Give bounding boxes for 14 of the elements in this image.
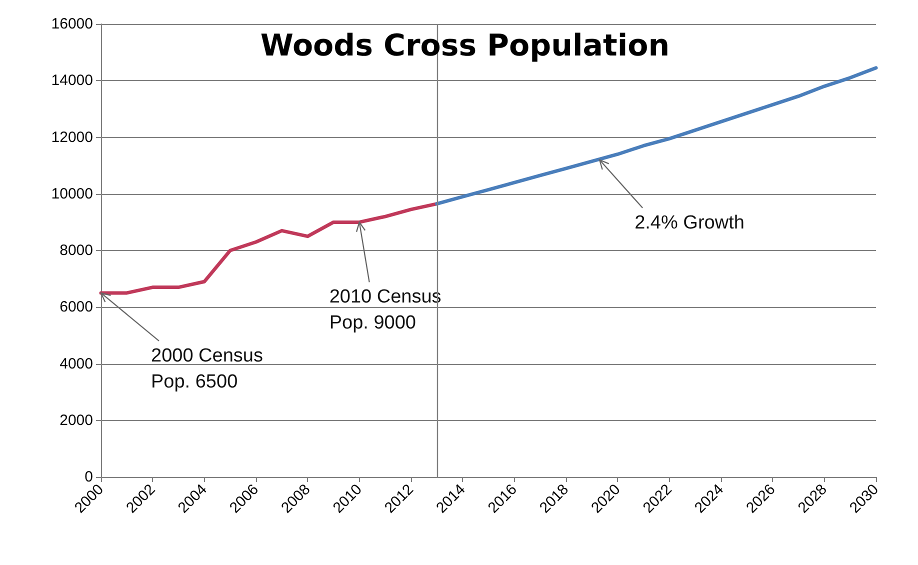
y-tick-label: 16000 — [51, 16, 93, 32]
annotation: 2010 Census Pop. 9000 — [329, 286, 442, 334]
annotation: 2.4% Growth — [634, 212, 744, 234]
y-tick-label: 8000 — [60, 242, 93, 259]
line-series — [435, 66, 878, 206]
y-tick-label: 10000 — [51, 185, 93, 202]
y-tick-label: 14000 — [51, 72, 93, 90]
y-tick-label: 2000 — [60, 412, 93, 429]
y-tick-label: 6000 — [60, 298, 93, 316]
y-tick-label: 4000 — [60, 355, 93, 372]
y-tick-label: 12000 — [51, 128, 93, 146]
annotation: 2000 Census Pop. 6500 — [151, 345, 263, 392]
y-tick-label: 0 — [84, 468, 93, 486]
chart-title: Woods Cross Population — [260, 28, 670, 64]
